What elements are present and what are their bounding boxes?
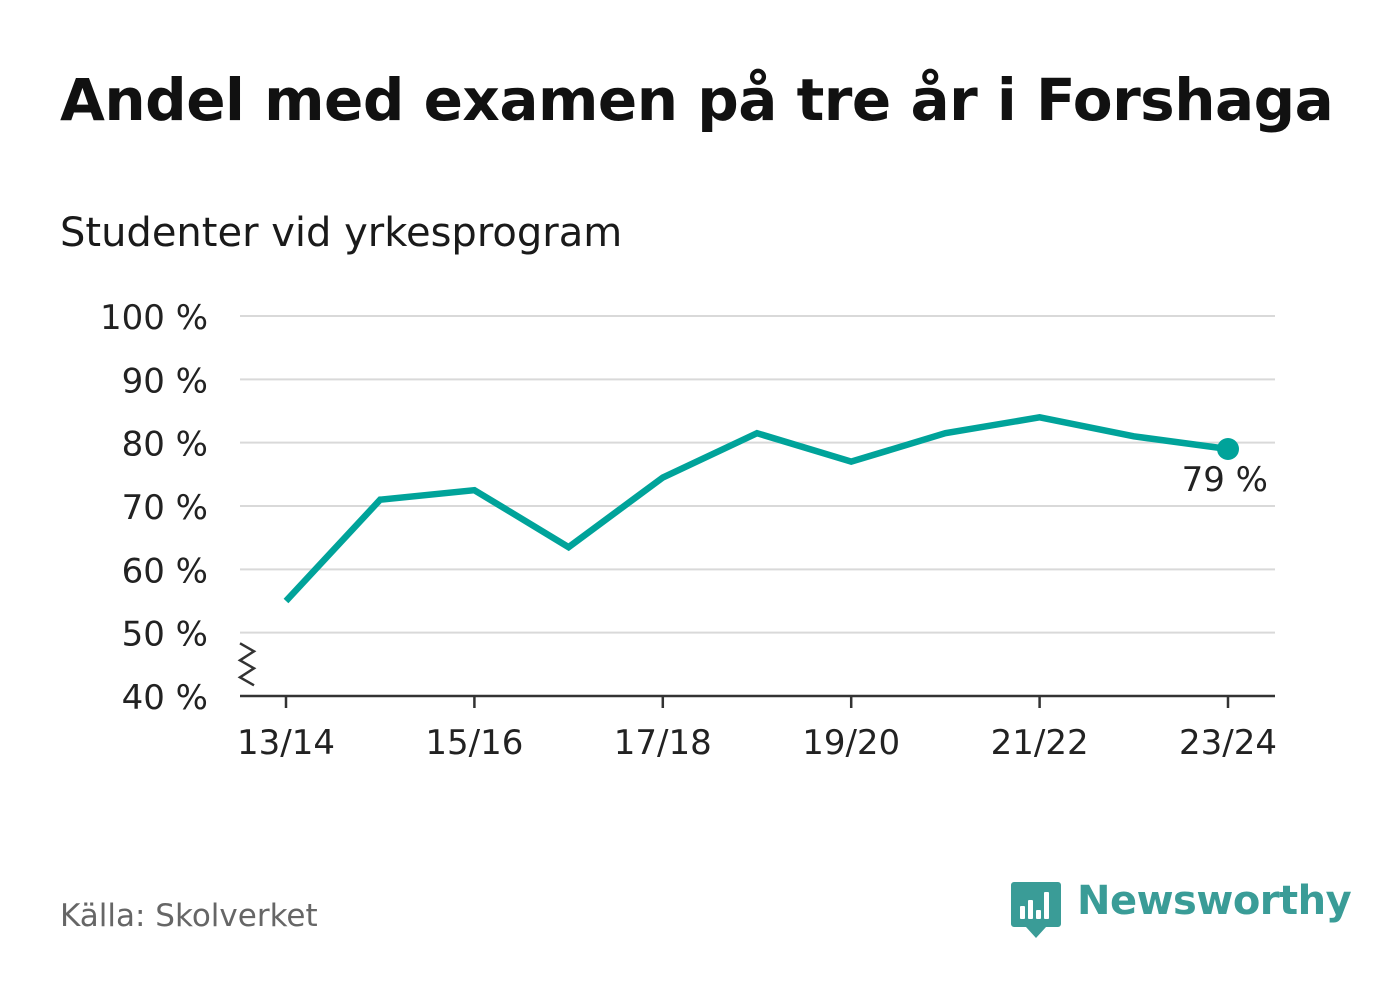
axis-break-icon — [237, 642, 257, 687]
y-tick-label: 90 % — [122, 361, 208, 401]
y-tick-label: 80 % — [122, 425, 208, 465]
newsworthy-logo-icon — [1011, 882, 1061, 938]
series-end-point — [1217, 438, 1239, 460]
series — [283, 414, 1239, 604]
y-tick-label: 50 % — [122, 615, 208, 655]
gridlines — [240, 315, 1275, 634]
y-axis-ticks: 40 % 50 % 60 % 70 % 80 % 90 % 100 % — [100, 298, 208, 718]
x-tick-label: 23/24 — [1179, 723, 1277, 763]
x-tick-label: 15/16 — [425, 723, 523, 763]
newsworthy-logo: Newsworthy — [1010, 878, 1352, 940]
y-tick-label: 40 % — [122, 678, 208, 718]
x-axis: 13/14 15/16 17/18 19/20 21/22 23/24 — [237, 642, 1277, 763]
x-tick-label: 19/20 — [802, 723, 900, 763]
series-line — [283, 414, 1229, 604]
source-note: Källa: Skolverket — [60, 898, 318, 934]
chart-subtitle: Studenter vid yrkesprogram — [60, 210, 623, 256]
y-tick-label: 70 % — [122, 488, 208, 528]
x-tick-label: 21/22 — [991, 723, 1089, 763]
y-tick-label: 60 % — [122, 551, 208, 591]
chart-title: Andel med examen på tre år i Forshaga — [60, 66, 1334, 134]
x-tick-label: 13/14 — [237, 723, 335, 763]
brand-name: Newsworthy — [1077, 878, 1352, 924]
y-tick-label: 100 % — [100, 298, 208, 338]
x-tick-label: 17/18 — [614, 723, 712, 763]
end-value-label: 79 % — [1182, 460, 1268, 500]
data-labels: 79 % — [1182, 460, 1268, 500]
